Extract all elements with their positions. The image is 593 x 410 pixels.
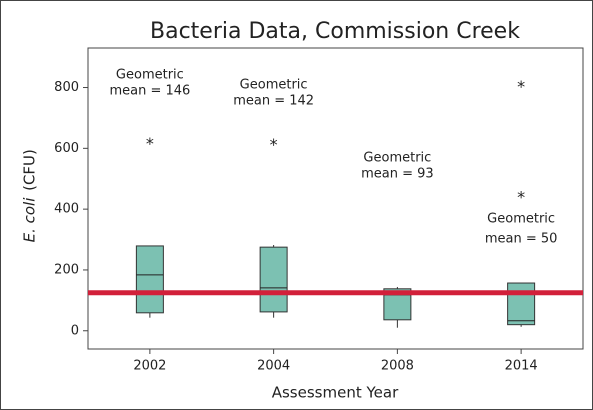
outlier: * <box>517 77 525 96</box>
x-tick-label: 2002 <box>133 359 166 374</box>
annotation: mean = 142 <box>233 94 314 109</box>
x-axis-label: Assessment Year <box>272 384 399 402</box>
x-tick-label: 2004 <box>257 359 290 374</box>
annotation: mean = 93 <box>361 167 434 182</box>
annotation: mean = 146 <box>109 84 190 99</box>
annotation: Geometric <box>240 78 308 93</box>
outlier: * <box>270 135 278 154</box>
annotation: Geometric <box>116 68 184 83</box>
box <box>259 246 288 313</box>
y-tick-label: 0 <box>71 323 79 338</box>
annotation: Geometric <box>363 151 431 166</box>
y-tick-label: 800 <box>54 80 79 95</box>
y-axis-label: E. coli (CFU) <box>21 149 39 242</box>
x-tick-label: 2008 <box>381 359 414 374</box>
outlier: * <box>517 187 525 206</box>
y-tick-label: 600 <box>54 141 79 156</box>
chart-title: Bacteria Data, Commission Creek <box>150 19 520 44</box>
annotation: Geometric <box>487 212 555 227</box>
y-tick-label: 400 <box>54 202 79 217</box>
outlier: * <box>146 134 154 153</box>
x-tick-label: 2014 <box>505 359 538 374</box>
box <box>507 282 536 326</box>
y-tick-label: 200 <box>54 262 79 277</box>
plot-area <box>87 47 584 350</box>
box <box>135 245 164 314</box>
y-axis-label-italic: E. coli <box>21 197 39 243</box>
y-axis-label-unit: (CFU) <box>21 149 39 191</box>
annotation: mean = 50 <box>485 232 558 247</box>
